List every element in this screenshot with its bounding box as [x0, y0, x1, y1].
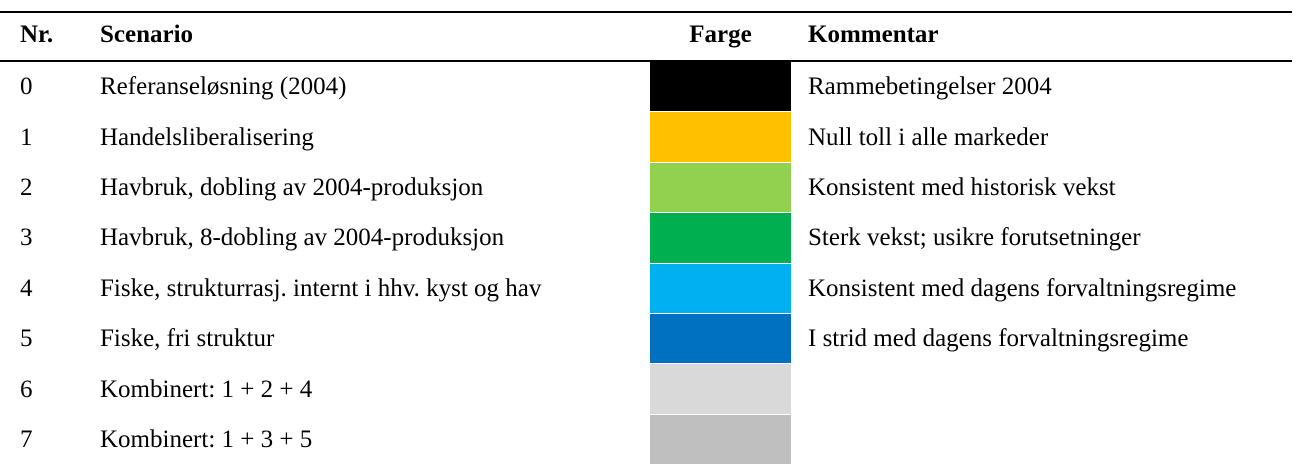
scenario-cell: Referanseløsning (2004) — [100, 73, 347, 101]
nr-cell: 1 — [20, 123, 33, 151]
scenario-cell: Havbruk, 8-dobling av 2004-produksjon — [100, 224, 505, 252]
header-cell: Farge — [689, 21, 752, 48]
nr-cell: 2 — [20, 174, 33, 201]
comment-cell: Konsistent med dagens forvaltningsregime — [808, 274, 1237, 302]
color-swatch — [650, 62, 791, 112]
nr-cell: 6 — [20, 375, 33, 403]
header-cell: Kommentar — [808, 21, 939, 48]
nr-cell: 3 — [20, 224, 33, 252]
scenario-cell: Fiske, strukturrasj. internt i hhv. kyst… — [100, 274, 542, 302]
color-swatch — [650, 414, 791, 465]
header-rule — [0, 60, 1292, 62]
color-swatch — [650, 364, 791, 414]
comment-cell: Konsistent med historisk vekst — [808, 174, 1116, 201]
scenario-cell: Handelsliberalisering — [100, 123, 314, 151]
top-rule — [0, 11, 1292, 13]
comment-cell: Null toll i alle markeder — [808, 123, 1049, 151]
header-cell: Nr. — [20, 21, 54, 48]
comment-cell: Sterk vekst; usikre forutsetninger — [808, 224, 1141, 252]
nr-cell: 0 — [20, 73, 33, 101]
scenario-cell: Kombinert: 1 + 3 + 5 — [100, 426, 313, 453]
color-swatch — [650, 162, 791, 213]
nr-cell: 5 — [20, 325, 33, 353]
color-swatch — [650, 314, 791, 364]
header-cell: Scenario — [100, 21, 194, 48]
scenario-cell: Fiske, fri struktur — [100, 325, 275, 353]
scenario-cell: Kombinert: 1 + 2 + 4 — [100, 375, 313, 403]
color-swatch — [650, 112, 791, 162]
comment-cell: I strid med dagens forvaltningsregime — [808, 325, 1189, 353]
color-swatch — [650, 213, 791, 263]
color-swatch — [650, 263, 791, 313]
nr-cell: 7 — [20, 426, 33, 453]
nr-cell: 4 — [20, 274, 33, 302]
scenario-cell: Havbruk, dobling av 2004-produksjon — [100, 174, 484, 201]
comment-cell: Rammebetingelser 2004 — [808, 73, 1052, 101]
